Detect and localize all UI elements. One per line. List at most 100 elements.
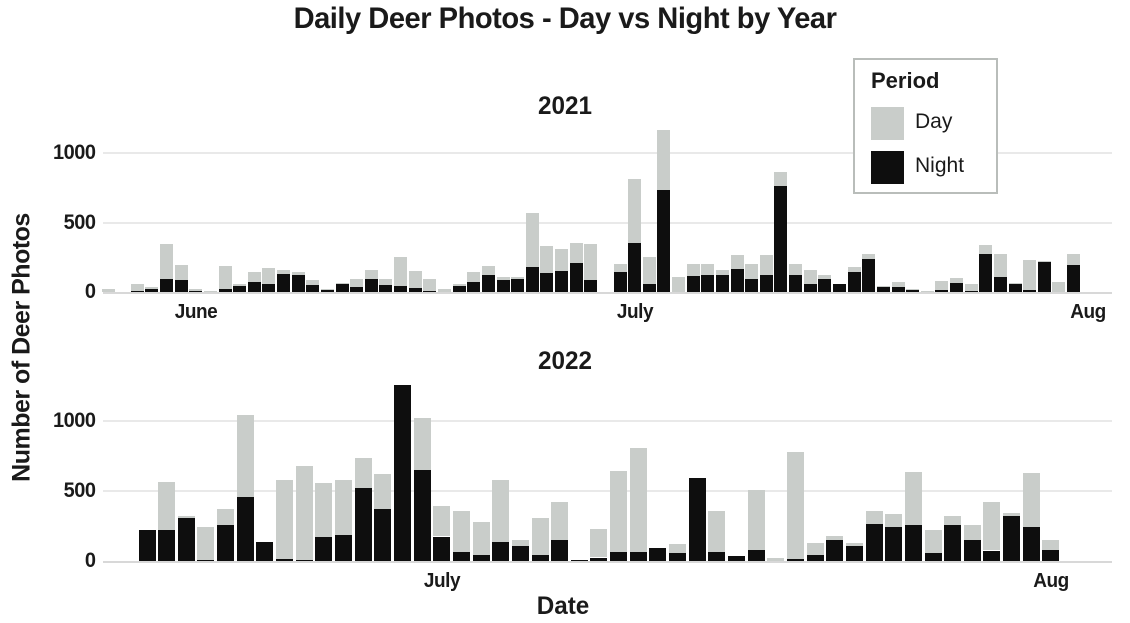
bar-day-jun-12 (350, 279, 364, 288)
bar-night-jun-3 (218, 288, 232, 292)
bar-day-jul-31 (1067, 254, 1081, 265)
bar-day-jul-3 (657, 130, 671, 190)
bar-day-jul-26 (993, 254, 1007, 278)
bar-day-jul-11 (774, 171, 788, 187)
bar-day-jun-20 (217, 508, 235, 526)
bar-night-jul-18 (876, 287, 890, 292)
bar-day-jun-16 (408, 271, 422, 288)
bar-night-jun-24 (295, 559, 313, 561)
x-axis-label: Date (536, 592, 590, 620)
bar-night-jul-21 (826, 540, 844, 561)
bar-night-jul-7 (551, 540, 569, 561)
bar-night-jul-19 (891, 287, 905, 292)
bar-day-may-30 (160, 244, 174, 279)
bar-night-jun-29 (393, 385, 411, 561)
bar-night-jul-26 (924, 553, 942, 561)
bar-day-jun-24 (295, 465, 313, 560)
y-tick-label-1000: 1000 (53, 141, 96, 164)
bar-night-jul-10 (759, 274, 773, 292)
facet-title-2021: 2021 (538, 92, 592, 120)
bar-day-jul-5 (511, 540, 529, 547)
bar-night-jul-27 (1008, 283, 1022, 292)
bar-day-jul-12 (789, 264, 803, 275)
bar-day-jun-30 (413, 418, 431, 470)
bar-day-jul-4 (492, 479, 510, 543)
bar-day-jul-9 (590, 528, 608, 558)
bar-night-jun-27 (569, 262, 583, 292)
bar-night-jul-20 (806, 555, 824, 561)
bar-day-jul-28 (1023, 260, 1037, 290)
bar-day-jun-1 (189, 288, 203, 292)
bar-day-jun-4 (233, 284, 247, 286)
bar-night-jun-21 (481, 275, 495, 292)
bar-day-may-31 (174, 264, 188, 281)
bar-day-jul-6 (701, 264, 715, 275)
bar-day-jun-9 (306, 280, 320, 286)
bar-night-jun-9 (306, 285, 320, 292)
bar-day-jul-8 (730, 255, 744, 270)
bar-night-jul-25 (904, 524, 922, 561)
y-tick-label-1000: 1000 (53, 409, 96, 432)
bar-night-jun-26 (335, 535, 352, 561)
bar-night-jul-31 (1022, 526, 1040, 561)
bar-day-jul-3 (472, 521, 490, 555)
x-axis-line (103, 292, 1112, 294)
bar-day-jul-22 (845, 542, 863, 546)
bar-night-jun-19 (452, 285, 466, 292)
bar-night-jul-7 (715, 274, 729, 292)
bar-day-jun-6 (262, 268, 276, 284)
bar-night-jul-5 (686, 276, 700, 292)
legend: Period Day Night (853, 58, 998, 194)
legend-label-day: Day (915, 110, 953, 133)
bar-night-jul-24 (885, 526, 903, 561)
bar-day-jun-30 (613, 263, 627, 272)
bar-night-jul-17 (747, 549, 765, 561)
bar-night-jun-25 (540, 272, 554, 292)
bar-night-jul-3 (472, 554, 490, 561)
bar-day-jun-13 (364, 270, 378, 279)
bar-night-jul-28 (1023, 289, 1037, 292)
bar-night-jul-11 (629, 551, 647, 561)
bar-day-jul-23 (865, 511, 883, 524)
bar-night-aug-1 (1042, 549, 1060, 561)
bar-day-jul-14 (818, 275, 832, 280)
bar-night-jul-23 (950, 282, 964, 292)
bar-night-jun-26 (555, 271, 569, 292)
bar-night-jun-6 (262, 283, 276, 292)
bar-day-jun-28 (374, 474, 392, 510)
bar-day-jul-22 (935, 280, 949, 290)
bar-day-jul-10 (759, 255, 773, 275)
bar-day-jul-29 (983, 502, 1001, 551)
bar-day-jul-25 (979, 245, 993, 254)
bar-day-jun-25 (315, 483, 333, 538)
y-tick-label-0: 0 (84, 549, 96, 572)
bar-night-jul-22 (935, 289, 949, 292)
bar-day-jul-18 (767, 558, 785, 561)
legend-title: Period (871, 68, 940, 93)
bar-night-jul-29 (1037, 261, 1051, 292)
bar-night-jul-6 (531, 555, 549, 561)
bar-day-jun-20 (467, 271, 481, 283)
facet-title-2022: 2022 (538, 347, 592, 375)
bar-night-jun-23 (276, 558, 294, 561)
bar-day-jul-17 (747, 490, 765, 550)
bar-night-jul-5 (511, 546, 529, 561)
bar-day-jun-2 (203, 290, 217, 292)
x-axis-line (103, 561, 1112, 563)
bar-night-jul-13 (669, 553, 687, 561)
bar-night-jun-18 (177, 517, 195, 561)
bar-night-jul-29 (983, 550, 1001, 561)
bar-day-jun-15 (394, 256, 408, 287)
bar-night-jul-12 (789, 274, 803, 292)
bar-day-jul-30 (1003, 513, 1021, 517)
bar-night-jun-17 (158, 530, 176, 561)
bar-night-jul-14 (818, 279, 832, 292)
bar-day-jul-24 (885, 514, 903, 527)
x-tick-label-july: July (423, 570, 461, 592)
bar-night-jun-13 (364, 278, 378, 292)
bar-night-jun-30 (413, 470, 431, 561)
bar-night-jul-15 (708, 551, 726, 561)
bar-night-jun-21 (236, 496, 254, 561)
